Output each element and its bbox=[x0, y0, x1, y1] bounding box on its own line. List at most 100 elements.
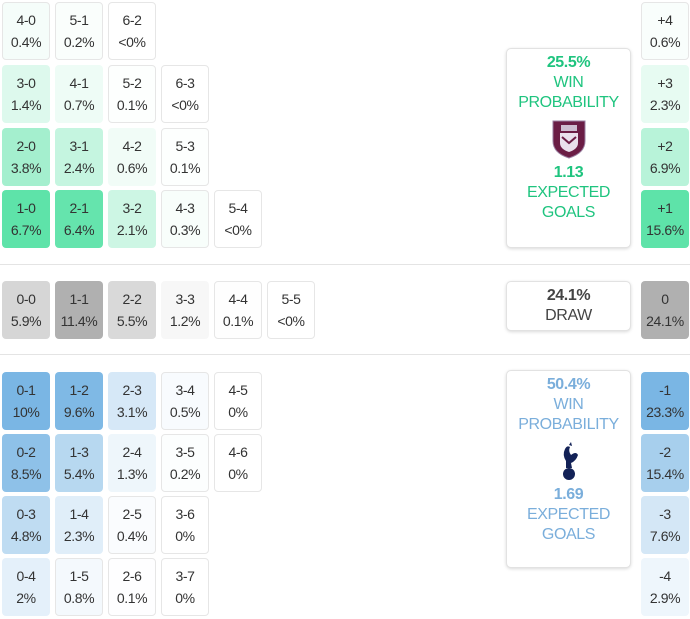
scoreline-cell: 5-4 <0% bbox=[214, 190, 262, 248]
scoreline-cell: 5-3 0.1% bbox=[161, 128, 209, 186]
away-win-probability: 50.4% bbox=[546, 376, 591, 393]
tottenham-crest-icon bbox=[562, 442, 578, 480]
goals-label: GOALS bbox=[541, 526, 596, 543]
probability-value: 9.6% bbox=[63, 404, 95, 420]
score-label: 4-0 bbox=[16, 12, 36, 28]
probability-value: 11.4% bbox=[60, 313, 98, 329]
scoreline-cell: 2-2 5.5% bbox=[108, 281, 156, 339]
score-label: 2-3 bbox=[122, 382, 142, 398]
probability-value: 4.8% bbox=[10, 528, 42, 544]
probability-value: 5.4% bbox=[63, 466, 95, 482]
expected-label: EXPECTED bbox=[526, 184, 611, 201]
score-label: 5-3 bbox=[175, 138, 195, 154]
probability-label: PROBABILITY bbox=[518, 416, 619, 433]
goals-label: GOALS bbox=[541, 204, 596, 221]
score-label: 2-2 bbox=[122, 291, 142, 307]
score-label: 4-1 bbox=[69, 75, 89, 91]
probability-value: 0.8% bbox=[63, 590, 95, 606]
score-label: 4-2 bbox=[122, 138, 142, 154]
score-label: 5-1 bbox=[69, 12, 89, 28]
probability-value: 0.7% bbox=[63, 97, 95, 113]
probability-value: 3.8% bbox=[10, 160, 42, 176]
probability-value: 23.3% bbox=[646, 404, 684, 420]
scoreline-cell: 5-5 <0% bbox=[267, 281, 315, 339]
goal-margin-cell: -1 23.3% bbox=[641, 372, 689, 430]
score-label: -1 bbox=[659, 382, 671, 398]
home-win-probability: 25.5% bbox=[546, 54, 591, 71]
score-label: 2-4 bbox=[122, 444, 142, 460]
score-label: -2 bbox=[659, 444, 671, 460]
score-label: 5-5 bbox=[281, 291, 301, 307]
score-label: 3-1 bbox=[69, 138, 89, 154]
probability-value: 0.6% bbox=[116, 160, 148, 176]
score-label: 4-3 bbox=[175, 200, 195, 216]
score-label: 6-2 bbox=[122, 12, 142, 28]
probability-value: 0% bbox=[175, 528, 195, 544]
score-label: 4-6 bbox=[228, 444, 248, 460]
goal-margin-cell: -4 2.9% bbox=[641, 558, 689, 616]
scoreline-cell: 3-4 0.5% bbox=[161, 372, 209, 430]
away-summary-card: 50.4% WIN PROBABILITY 1.69 EXPECTED GOAL… bbox=[506, 370, 631, 568]
home-summary-card: 25.5% WIN PROBABILITY 1.13 EXPECTED GOAL… bbox=[506, 48, 631, 248]
score-label: 3-3 bbox=[175, 291, 195, 307]
scoreline-cell: 0-4 2% bbox=[2, 558, 50, 616]
probability-value: <0% bbox=[277, 313, 305, 329]
probability-value: <0% bbox=[171, 97, 199, 113]
probability-value: 2% bbox=[16, 590, 36, 606]
goal-margin-cell: +1 15.6% bbox=[641, 190, 689, 248]
win-label: WIN bbox=[553, 74, 584, 91]
score-label: -4 bbox=[659, 568, 671, 584]
scoreline-cell: 4-6 0% bbox=[214, 434, 262, 492]
probability-value: 2.3% bbox=[63, 528, 95, 544]
probability-value: 15.6% bbox=[646, 222, 684, 238]
scoreline-cell: 0-0 5.9% bbox=[2, 281, 50, 339]
probability-value: 1.3% bbox=[116, 466, 148, 482]
scoreline-cell: 3-5 0.2% bbox=[161, 434, 209, 492]
probability-value: 15.4% bbox=[646, 466, 684, 482]
draw-probability: 24.1% bbox=[546, 287, 591, 304]
probability-value: 24.1% bbox=[646, 313, 684, 329]
score-label: -3 bbox=[659, 506, 671, 522]
score-label: 5-4 bbox=[228, 200, 248, 216]
probability-value: 0.2% bbox=[63, 34, 95, 50]
draw-label: DRAW bbox=[545, 307, 592, 324]
score-label: 1-0 bbox=[16, 200, 36, 216]
score-label: 0-0 bbox=[16, 291, 36, 307]
scoreline-cell: 2-6 0.1% bbox=[108, 558, 156, 616]
probability-value: 2.3% bbox=[649, 97, 681, 113]
score-label: +4 bbox=[657, 12, 673, 28]
scoreline-cell: 0-3 4.8% bbox=[2, 496, 50, 554]
probability-value: 6.7% bbox=[10, 222, 42, 238]
score-label: 0 bbox=[661, 291, 669, 307]
score-label: 3-5 bbox=[175, 444, 195, 460]
score-label: +3 bbox=[657, 75, 673, 91]
score-label: 3-4 bbox=[175, 382, 195, 398]
probability-label: PROBABILITY bbox=[518, 94, 619, 111]
goal-margin-cell: +3 2.3% bbox=[641, 65, 689, 123]
probability-value: 0.1% bbox=[116, 590, 148, 606]
scoreline-cell: 2-5 0.4% bbox=[108, 496, 156, 554]
score-label: 0-3 bbox=[16, 506, 36, 522]
score-label: 1-1 bbox=[69, 291, 89, 307]
scoreline-cell: 4-5 0% bbox=[214, 372, 262, 430]
probability-value: 0% bbox=[175, 590, 195, 606]
probability-value: 5.5% bbox=[116, 313, 148, 329]
score-label: 3-0 bbox=[16, 75, 36, 91]
goal-margin-cell: 0 24.1% bbox=[641, 281, 689, 339]
goal-margin-cell: +2 6.9% bbox=[641, 128, 689, 186]
scoreline-cell: 5-1 0.2% bbox=[55, 2, 103, 60]
probability-value: 0.1% bbox=[169, 160, 201, 176]
probability-value: 5.9% bbox=[10, 313, 42, 329]
scoreline-cell: 1-2 9.6% bbox=[55, 372, 103, 430]
probability-value: 0.1% bbox=[116, 97, 148, 113]
probability-value: 6.4% bbox=[63, 222, 95, 238]
score-label: 4-4 bbox=[228, 291, 248, 307]
probability-value: 8.5% bbox=[10, 466, 42, 482]
score-label: 2-5 bbox=[122, 506, 142, 522]
scoreline-cell: 0-1 10% bbox=[2, 372, 50, 430]
score-label: 6-3 bbox=[175, 75, 195, 91]
scoreline-cell: 1-0 6.7% bbox=[2, 190, 50, 248]
score-label: 3-2 bbox=[122, 200, 142, 216]
score-label: 0-4 bbox=[16, 568, 36, 584]
expected-label: EXPECTED bbox=[526, 506, 611, 523]
